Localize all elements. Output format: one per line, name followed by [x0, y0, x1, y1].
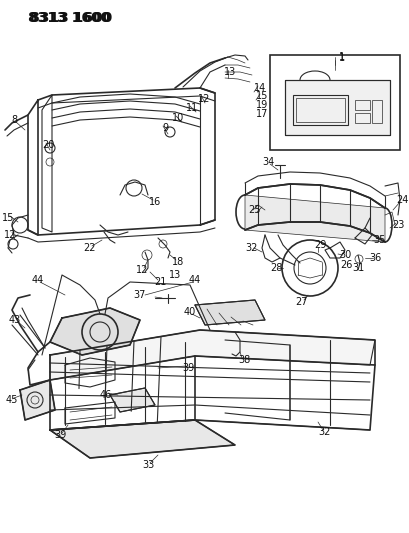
Text: 14: 14 — [253, 83, 265, 93]
Text: 33: 33 — [142, 460, 154, 470]
Text: 30: 30 — [338, 250, 350, 260]
Text: 13: 13 — [223, 67, 236, 77]
Text: 34: 34 — [261, 157, 274, 167]
Text: 1: 1 — [338, 53, 344, 63]
Polygon shape — [110, 388, 155, 412]
Text: 21: 21 — [153, 277, 166, 287]
Text: 18: 18 — [171, 257, 184, 267]
Polygon shape — [20, 380, 55, 420]
Text: 46: 46 — [100, 390, 112, 400]
Text: 11: 11 — [185, 103, 198, 113]
Bar — [354, 100, 369, 110]
Text: 25: 25 — [248, 205, 261, 215]
Text: 8: 8 — [11, 115, 17, 125]
Polygon shape — [195, 300, 264, 325]
Text: 26: 26 — [339, 260, 351, 270]
Text: 28: 28 — [269, 263, 281, 273]
Polygon shape — [50, 420, 234, 458]
Text: 15: 15 — [255, 91, 267, 101]
Text: 8313 1600: 8313 1600 — [30, 11, 112, 25]
Bar — [371, 100, 381, 123]
Text: 29: 29 — [313, 240, 326, 250]
Text: 31: 31 — [351, 263, 363, 273]
Text: 9: 9 — [162, 123, 168, 133]
Text: 12: 12 — [135, 265, 148, 275]
Bar — [270, 55, 399, 150]
Text: 15: 15 — [2, 213, 14, 223]
Text: 24: 24 — [395, 195, 407, 205]
Text: 36: 36 — [368, 253, 380, 263]
Text: 32: 32 — [318, 427, 330, 437]
Bar — [292, 95, 347, 125]
Text: 16: 16 — [148, 197, 161, 207]
Bar — [295, 98, 344, 122]
Text: 20: 20 — [42, 140, 54, 150]
Text: 12: 12 — [4, 230, 16, 240]
Bar — [354, 113, 369, 123]
Text: 8313 1600: 8313 1600 — [28, 11, 110, 25]
Text: 38: 38 — [237, 355, 249, 365]
Text: 1: 1 — [338, 52, 344, 62]
Text: 22: 22 — [83, 243, 96, 253]
Text: 17: 17 — [255, 109, 267, 119]
Text: 27: 27 — [295, 297, 308, 307]
Text: 44: 44 — [189, 275, 201, 285]
Text: 43: 43 — [9, 315, 21, 325]
Text: 13: 13 — [169, 270, 181, 280]
Text: 19: 19 — [255, 100, 267, 110]
Text: 10: 10 — [171, 113, 184, 123]
Polygon shape — [50, 330, 374, 380]
Text: 32: 32 — [245, 243, 258, 253]
Polygon shape — [245, 195, 384, 242]
Text: 39: 39 — [182, 363, 193, 373]
Text: 23: 23 — [391, 220, 403, 230]
Text: 37: 37 — [133, 290, 146, 300]
Polygon shape — [50, 308, 139, 355]
Text: 35: 35 — [373, 235, 385, 245]
Text: 40: 40 — [183, 307, 196, 317]
Polygon shape — [284, 80, 389, 135]
Text: 39: 39 — [54, 430, 66, 440]
Text: 45: 45 — [6, 395, 18, 405]
Text: 44: 44 — [32, 275, 44, 285]
Text: 12: 12 — [197, 94, 210, 104]
